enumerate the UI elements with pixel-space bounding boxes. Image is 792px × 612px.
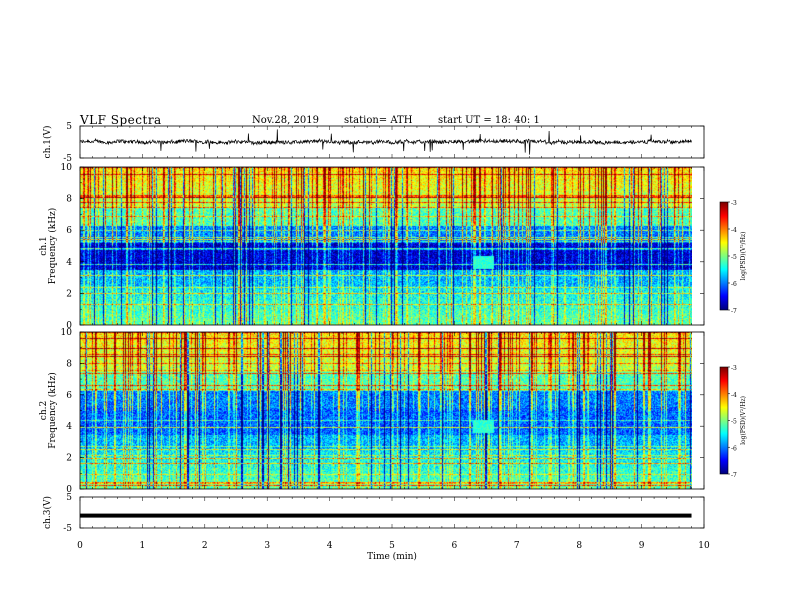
xtick-label: 8 — [576, 541, 582, 551]
ch1-spectrogram-colorbar-tick-label: -5 — [731, 254, 737, 261]
xtick-label: 10 — [698, 541, 710, 551]
ch2-spectrogram-colorbar-label: log(PSD)(V²/Hz) — [740, 396, 747, 445]
ch1-waveform-ytick-label: 5 — [66, 122, 72, 132]
ch1-spectrogram-colorbar — [720, 202, 728, 310]
xtick-label: 2 — [202, 541, 208, 551]
start-ut-label: start UT = 18: 40: 1 — [438, 115, 540, 126]
xtick-label: 5 — [389, 541, 395, 551]
ch3-waveform-ytick-label: 5 — [66, 493, 72, 503]
ch2-spectrogram-colorbar-tick-label: -5 — [731, 419, 737, 426]
ch1-spectrogram-ytick-label: 6 — [66, 226, 72, 236]
ch2-spectrogram-colorbar-tick-label: -3 — [731, 365, 737, 372]
ch2-spectrogram-ylabel: ch.2 — [39, 401, 49, 420]
ch1-spectrogram-ylabel: ch.1 — [39, 236, 49, 255]
ch1-spectrogram-colorbar-tick-label: -4 — [731, 227, 737, 234]
xtick-label: 4 — [327, 541, 333, 551]
ch2-spectrogram-ylabel: Frequency (kHz) — [47, 372, 58, 449]
ch1-spectrogram-image — [80, 167, 692, 325]
figure-title: VLF Spectra — [80, 113, 162, 127]
xaxis-label: Time (min) — [367, 551, 417, 562]
ch3-waveform-frame — [79, 496, 705, 529]
xtick-label: 7 — [514, 541, 520, 551]
xtick-label: 1 — [140, 541, 146, 551]
ch2-spectrogram-colorbar-tick-label: -4 — [731, 392, 737, 399]
ch1-spectrogram-ytick-label: 8 — [66, 195, 72, 205]
ch1-spectrogram-ytick-label: 4 — [66, 258, 72, 268]
ch2-spectrogram-ytick-label: 2 — [66, 454, 72, 464]
station-label: station= ATH — [344, 115, 413, 126]
ch2-spectrogram-ytick-label: 0 — [66, 485, 72, 495]
ch2-spectrogram-ytick-label: 8 — [66, 359, 72, 369]
ch2-spectrogram-colorbar — [720, 367, 728, 474]
waveform-layer — [79, 129, 692, 518]
frames-layer — [79, 125, 730, 529]
spectrogram-layer — [80, 167, 728, 489]
ch1-waveform-trace — [79, 129, 692, 155]
ch1-spectrogram-ytick-label: 0 — [66, 321, 72, 331]
ch1-waveform-ylabel: ch.1(V) — [42, 126, 53, 159]
ch2-spectrogram-ytick-label: 6 — [66, 391, 72, 401]
xtick-label: 6 — [452, 541, 458, 551]
ch1-spectrogram-colorbar-tick-label: -3 — [731, 200, 737, 207]
ch1-spectrogram-colorbar-tick-label: -7 — [731, 308, 737, 315]
ch2-spectrogram-image — [80, 332, 692, 489]
ch1-spectrogram-colorbar-tick-label: -6 — [731, 281, 737, 288]
ch3-waveform-trace — [80, 513, 692, 518]
ch1-spectrogram-colorbar-label: log(PSD)(V²/Hz) — [740, 232, 747, 281]
xtick-label: 9 — [639, 541, 645, 551]
ch3-waveform-ylabel: ch.3(V) — [42, 496, 53, 529]
ch1-spectrogram-ytick-label: 2 — [66, 289, 72, 299]
xtick-label: 3 — [264, 541, 270, 551]
ch2-spectrogram-colorbar-tick-label: -7 — [731, 472, 737, 479]
xtick-label: 0 — [77, 541, 83, 551]
ch3-waveform-ytick-label: -5 — [63, 524, 72, 534]
ch1-waveform-ytick-label: -5 — [63, 154, 72, 164]
text-layer: 5 -5 ch.1(V) -3 -4 -5 -6 -7 log(PSD)(V²/Hz) 0 2 4 6 8… — [39, 122, 747, 562]
ch2-spectrogram-ytick-label: 4 — [66, 422, 72, 432]
ch1-spectrogram-ytick-label: 10 — [61, 163, 73, 173]
ch2-spectrogram-ytick-label: 10 — [61, 328, 73, 338]
ch1-spectrogram-ylabel: Frequency (kHz) — [47, 208, 58, 285]
date-label: Nov.28, 2019 — [252, 115, 319, 126]
ch2-spectrogram-colorbar-tick-label: -6 — [731, 445, 737, 452]
